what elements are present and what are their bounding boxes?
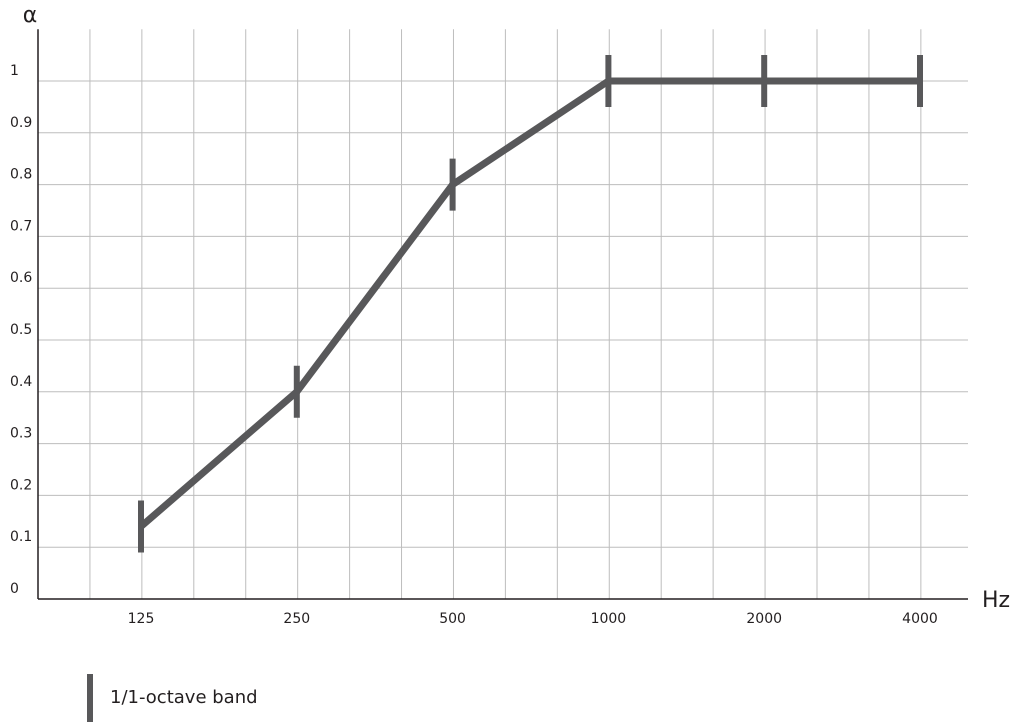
y-tick-label: 0.7 <box>10 218 32 234</box>
y-tick-label: 0.1 <box>10 529 32 545</box>
x-tick-label: 2000 <box>746 611 782 627</box>
y-tick-label: 0.9 <box>10 115 32 131</box>
x-tick-label: 500 <box>439 611 466 627</box>
y-tick-label: 0.3 <box>10 426 32 442</box>
y-tick-label: 0.6 <box>10 270 32 286</box>
y-tick-label: 0.5 <box>10 322 32 338</box>
x-tick-label: 125 <box>128 611 155 627</box>
y-axis-label: α <box>23 3 38 28</box>
x-axis-label: Hz <box>982 588 1010 613</box>
y-tick-label: 0.8 <box>10 167 32 183</box>
y-tick-label: 0.4 <box>10 374 32 390</box>
y-tick-label: 0 <box>10 581 19 597</box>
x-tick-label: 1000 <box>591 611 627 627</box>
y-tick-label: 1 <box>10 63 19 79</box>
data-line <box>138 77 920 530</box>
y-tick-label: 0.2 <box>10 477 32 493</box>
legend-label: 1/1-octave band <box>110 687 258 708</box>
x-tick-label: 4000 <box>902 611 938 627</box>
x-tick-label: 250 <box>283 611 310 627</box>
